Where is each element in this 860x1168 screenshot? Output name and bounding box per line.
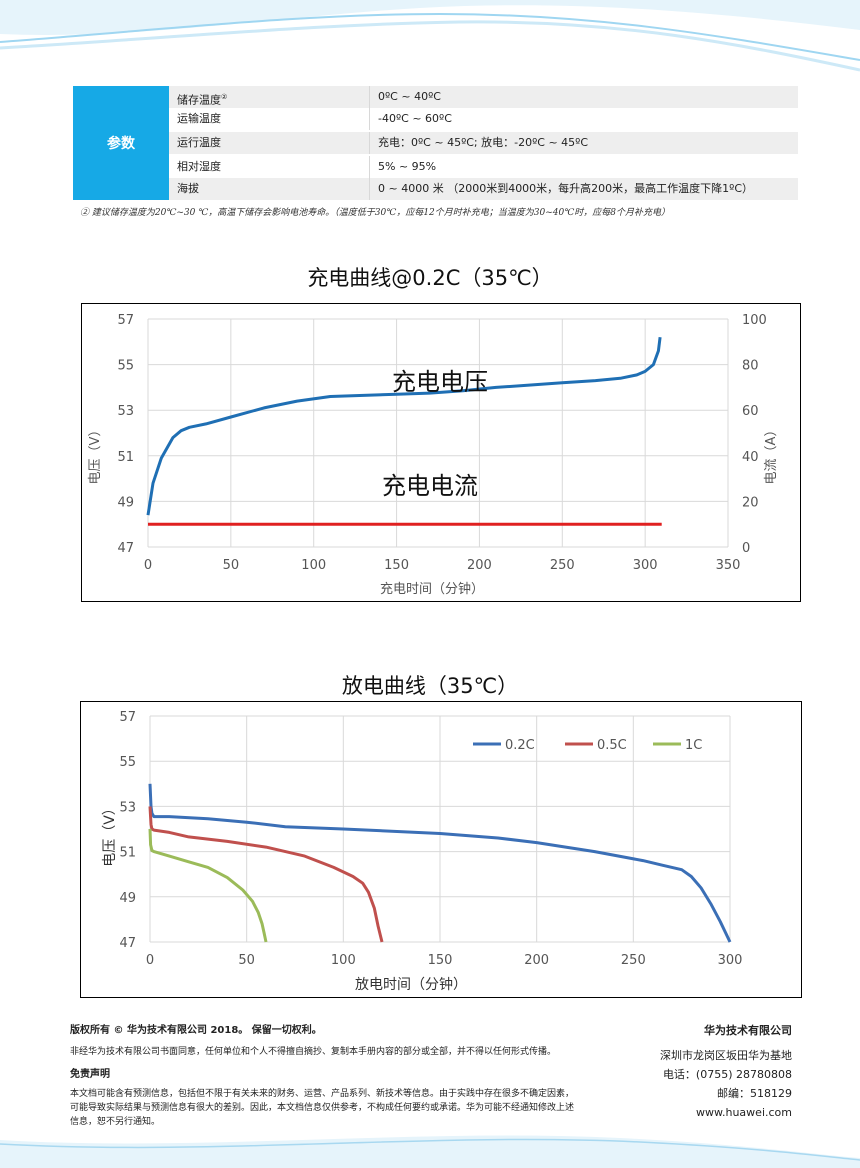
company-postcode: 邮编：518129 [717, 1087, 792, 1100]
legend-label: 0.2C [505, 738, 535, 753]
spec-row-humidity: 相对湿度 5% ~ 95% [169, 156, 798, 178]
discharge-x-tick: 150 [428, 953, 453, 968]
spec-value: 充电：0ºC ~ 45ºC; 放电：-20ºC ~ 45ºC [369, 132, 798, 154]
charge-right-tick: 20 [742, 495, 759, 510]
charge-left-tick: 51 [117, 450, 134, 465]
charge-x-tick: 300 [633, 558, 658, 573]
legend-label: 0.5C [597, 738, 627, 753]
disclaimer-line: 本文档可能含有预测信息，包括但不限于有关未来的财务、运营、产品系列、新技术等信息… [70, 1089, 575, 1099]
disclaimer-text: 本文档可能含有预测信息，包括但不限于有关未来的财务、运营、产品系列、新技术等信息… [70, 1087, 574, 1129]
decorative-wave-top [0, 0, 860, 72]
spec-value: 0ºC ~ 40ºC [369, 86, 798, 108]
discharge-y-tick: 47 [119, 936, 136, 951]
spec-table: 参数 储存温度② 0ºC ~ 40ºC 运输温度 -40ºC ~ 60ºC 运行… [73, 86, 798, 200]
discharge-x-tick: 100 [331, 953, 356, 968]
discharge-series-1C-line [148, 828, 268, 943]
copyright-line: 版权所有 © 华为技术有限公司 2018。 保留一切权利。 [70, 1025, 322, 1036]
spec-key: 运行温度 [177, 136, 221, 149]
charge-chart-frame: 0 50 100 150 200 250 300 350 47 49 51 53 55 57 0 20 40 60… [81, 303, 801, 602]
charge-chart-title: 充电曲线@0.2C（35℃） [307, 266, 553, 290]
disclaimer-line: 信息，恕不另行通知。 [70, 1117, 161, 1127]
company-contact: 深圳市龙岗区坂田华为基地 电话：(0755) 28780808 邮编：51812… [660, 1046, 792, 1122]
charge-right-tick: 40 [742, 450, 759, 465]
charge-x-tick: 200 [467, 558, 492, 573]
discharge-y-tick: 53 [119, 800, 136, 815]
spec-row-transport-temp: 运输温度 -40ºC ~ 60ºC [169, 108, 798, 130]
charge-left-tick: 57 [117, 313, 134, 328]
charge-left-tick: 55 [117, 359, 134, 374]
charge-right-tick: 60 [742, 404, 759, 419]
discharge-x-axis-label: 放电时间（分钟） [355, 976, 467, 993]
disclaimer-line: 可能导致实际结果与预测信息有很大的差别。因此，本文档信息仅供参考，不构成任何要约… [70, 1103, 575, 1113]
discharge-series-0-2C-line [148, 783, 732, 943]
charge-x-tick: 350 [716, 558, 741, 573]
spec-footnote: ② 建议储存温度为20℃~30 ℃，高温下储存会影响电池寿命。（温度低于30℃，… [80, 208, 671, 218]
discharge-y-tick: 55 [119, 755, 136, 770]
charge-chart: 0 50 100 150 200 250 300 350 47 49 51 53 55 57 0 20 40 60… [88, 313, 779, 597]
charge-x-axis-label: 充电时间（分钟） [380, 581, 484, 597]
charge-x-tick: 100 [301, 558, 326, 573]
charge-left-tick: 47 [117, 541, 134, 556]
spec-key: 运输温度 [177, 112, 221, 125]
discharge-x-tick: 200 [524, 953, 549, 968]
discharge-y-tick: 49 [119, 891, 136, 906]
charge-x-tick: 0 [144, 558, 152, 573]
charge-right-axis-label: 电流（A） [764, 424, 779, 485]
charge-left-tick: 53 [117, 404, 134, 419]
spec-value: 5% ~ 95% [369, 156, 798, 178]
spec-row-storage-temp: 储存温度② 0ºC ~ 40ºC [169, 86, 798, 108]
discharge-y-axis-label: 电压（V） [102, 801, 118, 867]
voltage-curve-label: 充电电压 [392, 368, 488, 396]
charge-left-axis-label: 电压（V） [88, 424, 103, 485]
spec-key: 储存温度② [177, 93, 228, 107]
discharge-y-tick: 57 [119, 710, 136, 725]
spec-key: 海拔 [177, 182, 199, 195]
discharge-x-tick: 50 [238, 953, 255, 968]
charge-right-tick: 100 [742, 313, 767, 328]
charge-right-tick: 80 [742, 359, 759, 374]
discharge-series-0-5C-line [148, 806, 384, 943]
spec-row-operating-temp: 运行温度 充电：0ºC ~ 45ºC; 放电：-20ºC ~ 45ºC [169, 132, 798, 154]
spec-row-altitude: 海拔 0 ~ 4000 米 （2000米到4000米，每升高200米，最高工作温… [169, 178, 798, 200]
spec-value: -40ºC ~ 60ºC [369, 108, 798, 130]
charge-voltage-line [146, 337, 662, 516]
charge-x-tick: 50 [223, 558, 240, 573]
charge-x-tick: 250 [550, 558, 575, 573]
charge-x-tick: 150 [384, 558, 409, 573]
spec-key: 相对湿度 [177, 160, 221, 173]
discharge-chart: 0 50 100 150 200 250 300 47 49 51 53 55 57 0.2C 0.5C 1… [102, 710, 743, 993]
company-name: 华为技术有限公司 [704, 1024, 792, 1037]
disclaimer-title: 免责声明 [70, 1069, 110, 1080]
discharge-x-tick: 300 [718, 953, 743, 968]
current-line-label: 充电电流 [382, 472, 478, 500]
discharge-chart-frame: 0 50 100 150 200 250 300 47 49 51 53 55 57 0.2C 0.5C 1… [80, 701, 802, 998]
company-phone: 电话：(0755) 28780808 [662, 1068, 792, 1081]
legend-label: 1C [685, 738, 702, 753]
charge-right-tick: 0 [742, 541, 750, 556]
discharge-x-tick: 250 [621, 953, 646, 968]
spec-value: 0 ~ 4000 米 （2000米到4000米，每升高200米，最高工作温度下降… [369, 178, 798, 200]
copyright-notice: 非经华为技术有限公司书面同意，任何单位和个人不得擅自摘抄、复制本手册内容的部分或… [70, 1047, 557, 1057]
company-website[interactable]: www.huawei.com [696, 1106, 792, 1119]
spec-table-header: 参数 [73, 86, 169, 200]
company-address: 深圳市龙岗区坂田华为基地 [660, 1049, 792, 1062]
discharge-x-tick: 0 [146, 953, 154, 968]
charge-left-tick: 49 [117, 495, 134, 510]
discharge-chart-title: 放电曲线（35℃） [341, 674, 519, 698]
discharge-y-tick: 51 [119, 846, 136, 861]
